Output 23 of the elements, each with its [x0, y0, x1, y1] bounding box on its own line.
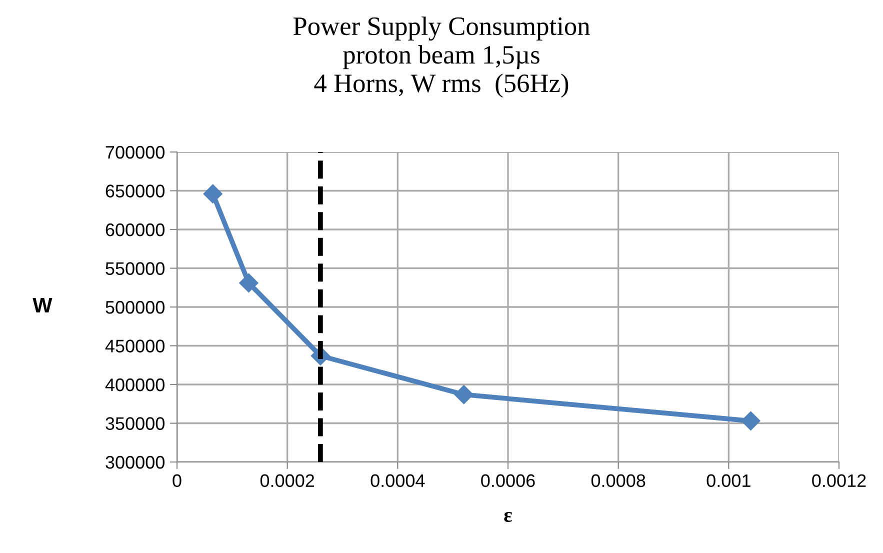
point: [454, 385, 474, 404]
x-tick-label: 0: [172, 474, 182, 488]
point: [239, 273, 258, 293]
y-tick-label: 700000: [106, 146, 164, 159]
y-tick-label: 300000: [106, 456, 164, 469]
y-tick-label: 500000: [106, 300, 164, 314]
x-axis-title: ε: [504, 512, 512, 522]
x-tick-label: 0.0002: [260, 474, 314, 488]
y-tick-label: 350000: [106, 417, 164, 430]
y-tick-label: 550000: [106, 262, 164, 275]
point: [203, 184, 222, 204]
x-tick-label: 0.0006: [481, 474, 535, 488]
y-tick-label: 600000: [106, 223, 164, 236]
x-tick-label: 0.0004: [370, 474, 425, 488]
x-tick-label: 0.0012: [812, 474, 866, 488]
y-tick-label: 450000: [105, 340, 164, 352]
x-tick-label: 0.001: [706, 474, 750, 488]
y-tick-label: 400000: [105, 378, 164, 392]
x-tick-label: 0.0008: [591, 474, 646, 488]
chart-title: Power Supply Consumption proton beam 1,5µs 4 Horns, W rms (56Hz): [293, 16, 590, 98]
point: [741, 411, 760, 430]
y-tick-label: 650000: [106, 184, 164, 198]
y-axis-title: W: [32, 298, 52, 312]
